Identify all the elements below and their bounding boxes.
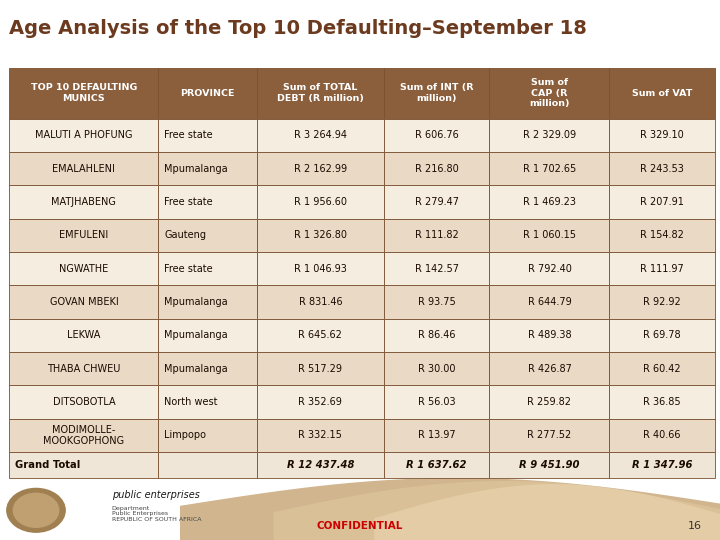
Circle shape bbox=[7, 488, 66, 532]
Text: Free state: Free state bbox=[164, 197, 213, 207]
Text: Free state: Free state bbox=[164, 131, 213, 140]
Text: R 92.92: R 92.92 bbox=[644, 297, 681, 307]
Text: Mpumalanga: Mpumalanga bbox=[164, 297, 228, 307]
Text: Mpumalanga: Mpumalanga bbox=[164, 330, 228, 340]
Text: R 3 264.94: R 3 264.94 bbox=[294, 131, 347, 140]
Text: R 792.40: R 792.40 bbox=[528, 264, 572, 274]
Text: MODIMOLLE-
MOOKGOPHONG: MODIMOLLE- MOOKGOPHONG bbox=[43, 424, 125, 446]
Text: R 259.82: R 259.82 bbox=[528, 397, 572, 407]
Text: R 13.97: R 13.97 bbox=[418, 430, 456, 440]
Text: Gauteng: Gauteng bbox=[164, 231, 206, 240]
Text: R 279.47: R 279.47 bbox=[415, 197, 459, 207]
Text: public enterprises: public enterprises bbox=[112, 490, 199, 500]
Text: R 606.76: R 606.76 bbox=[415, 131, 459, 140]
Text: TOP 10 DEFAULTING
MUNICS: TOP 10 DEFAULTING MUNICS bbox=[31, 84, 137, 103]
Text: R 111.82: R 111.82 bbox=[415, 231, 459, 240]
Text: R 56.03: R 56.03 bbox=[418, 397, 456, 407]
Text: R 1 956.60: R 1 956.60 bbox=[294, 197, 347, 207]
Text: EMFULENI: EMFULENI bbox=[59, 231, 109, 240]
Polygon shape bbox=[374, 484, 720, 540]
Text: R 9 451.90: R 9 451.90 bbox=[519, 460, 580, 470]
Text: R 12 437.48: R 12 437.48 bbox=[287, 460, 354, 470]
Text: North west: North west bbox=[164, 397, 217, 407]
Text: Mpumalanga: Mpumalanga bbox=[164, 363, 228, 374]
Text: NGWATHE: NGWATHE bbox=[59, 264, 109, 274]
Text: R 1 326.80: R 1 326.80 bbox=[294, 231, 347, 240]
Text: R 831.46: R 831.46 bbox=[299, 297, 342, 307]
Text: R 1 046.93: R 1 046.93 bbox=[294, 264, 347, 274]
Text: DITSOBOTLA: DITSOBOTLA bbox=[53, 397, 115, 407]
Text: Department
Public Enterprises
REPUBLIC OF SOUTH AFRICA: Department Public Enterprises REPUBLIC O… bbox=[112, 505, 201, 522]
Text: EMALAHLENI: EMALAHLENI bbox=[53, 164, 115, 174]
Text: R 644.79: R 644.79 bbox=[528, 297, 572, 307]
Text: 16: 16 bbox=[688, 521, 702, 531]
Text: Free state: Free state bbox=[164, 264, 213, 274]
Text: R 216.80: R 216.80 bbox=[415, 164, 459, 174]
Text: R 1 469.23: R 1 469.23 bbox=[523, 197, 576, 207]
Text: R 329.10: R 329.10 bbox=[640, 131, 684, 140]
Text: R 352.69: R 352.69 bbox=[298, 397, 342, 407]
Text: R 36.85: R 36.85 bbox=[644, 397, 681, 407]
Text: R 30.00: R 30.00 bbox=[418, 363, 456, 374]
Text: Sum of INT (R
million): Sum of INT (R million) bbox=[400, 84, 474, 103]
Text: MALUTI A PHOFUNG: MALUTI A PHOFUNG bbox=[35, 131, 132, 140]
Text: R 60.42: R 60.42 bbox=[644, 363, 681, 374]
Text: R 1 347.96: R 1 347.96 bbox=[632, 460, 693, 470]
Text: R 277.52: R 277.52 bbox=[527, 430, 572, 440]
Text: R 154.82: R 154.82 bbox=[640, 231, 684, 240]
Text: R 489.38: R 489.38 bbox=[528, 330, 571, 340]
Text: R 207.91: R 207.91 bbox=[640, 197, 684, 207]
Text: R 2 329.09: R 2 329.09 bbox=[523, 131, 576, 140]
Text: R 111.97: R 111.97 bbox=[640, 264, 684, 274]
Text: R 93.75: R 93.75 bbox=[418, 297, 456, 307]
Text: R 645.62: R 645.62 bbox=[298, 330, 342, 340]
Text: R 1 702.65: R 1 702.65 bbox=[523, 164, 576, 174]
Text: CONFIDENTIAL: CONFIDENTIAL bbox=[317, 521, 403, 531]
Text: LEKWA: LEKWA bbox=[67, 330, 101, 340]
Text: PROVINCE: PROVINCE bbox=[180, 89, 235, 98]
Text: R 1 060.15: R 1 060.15 bbox=[523, 231, 576, 240]
Text: R 69.78: R 69.78 bbox=[644, 330, 681, 340]
Text: Sum of VAT: Sum of VAT bbox=[632, 89, 693, 98]
Circle shape bbox=[14, 494, 59, 527]
Text: Age Analysis of the Top 10 Defaulting–September 18: Age Analysis of the Top 10 Defaulting–Se… bbox=[9, 19, 588, 38]
Text: R 1 637.62: R 1 637.62 bbox=[407, 460, 467, 470]
Text: THABA CHWEU: THABA CHWEU bbox=[48, 363, 121, 374]
Polygon shape bbox=[274, 481, 720, 540]
Text: Sum of
CAP (R
million): Sum of CAP (R million) bbox=[529, 78, 570, 108]
Text: R 142.57: R 142.57 bbox=[415, 264, 459, 274]
Text: Grand Total: Grand Total bbox=[15, 460, 81, 470]
Text: R 243.53: R 243.53 bbox=[640, 164, 684, 174]
Text: R 517.29: R 517.29 bbox=[298, 363, 342, 374]
Text: R 2 162.99: R 2 162.99 bbox=[294, 164, 347, 174]
Polygon shape bbox=[180, 478, 720, 540]
Text: Sum of TOTAL
DEBT (R million): Sum of TOTAL DEBT (R million) bbox=[277, 84, 364, 103]
Text: Limpopo: Limpopo bbox=[164, 430, 206, 440]
Text: R 40.66: R 40.66 bbox=[644, 430, 681, 440]
Text: R 426.87: R 426.87 bbox=[528, 363, 572, 374]
Text: GOVAN MBEKI: GOVAN MBEKI bbox=[50, 297, 118, 307]
Text: R 332.15: R 332.15 bbox=[298, 430, 342, 440]
Text: MATJHABENG: MATJHABENG bbox=[52, 197, 117, 207]
Text: Mpumalanga: Mpumalanga bbox=[164, 164, 228, 174]
Text: R 86.46: R 86.46 bbox=[418, 330, 456, 340]
